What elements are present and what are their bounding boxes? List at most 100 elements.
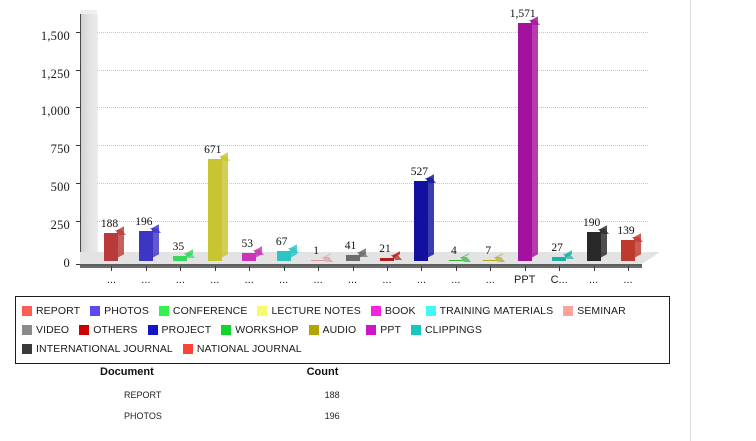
chart-legend: REPORT PHOTOS CONFERENCE LECTURE NOTES BOOK T… <box>15 296 670 364</box>
legend-item[interactable]: WORKSHOP <box>221 324 298 336</box>
bar-front <box>483 259 498 261</box>
legend-swatch <box>79 324 90 335</box>
legend-item[interactable]: PROJECT <box>147 324 212 336</box>
bar-chart: 0 250 500 750 1,000 1,250 1,500 188 196 35 671 53 6… <box>40 8 660 286</box>
x-axis-tick-label: ... <box>106 274 117 286</box>
legend-item[interactable]: SEMINAR <box>563 305 626 317</box>
bar-front <box>104 232 119 261</box>
bar-front <box>207 159 222 261</box>
x-axis-tick-mark <box>455 266 457 271</box>
bar-front <box>173 255 188 261</box>
page-divider <box>690 0 691 441</box>
legend-label: CLIPPINGS <box>425 323 482 336</box>
bar-front <box>586 232 601 261</box>
legend-item[interactable]: BOOK <box>370 304 416 317</box>
legend-item[interactable]: OTHERS <box>79 324 137 336</box>
legend-label: BOOK <box>384 304 416 317</box>
legend-swatch <box>22 324 32 335</box>
y-axis-tick-label: 500 <box>50 180 70 195</box>
x-axis-tick-label: ... <box>313 274 323 286</box>
y-axis-tick-label: 1,000 <box>40 104 70 119</box>
x-axis-tick-mark <box>318 266 320 271</box>
legend-item[interactable]: CLIPPINGS <box>411 324 482 336</box>
x-axis-tick-mark <box>283 266 285 271</box>
bar-front <box>311 259 326 261</box>
legend-row: REPORT PHOTOS CONFERENCE LECTURE NOTES BOOK T… <box>22 301 663 320</box>
bar-value-label: 53 <box>241 237 253 250</box>
x-axis-tick-mark <box>559 266 561 271</box>
bar <box>276 244 299 261</box>
y-axis-tick-mark <box>76 107 81 109</box>
legend-item[interactable]: LECTURE NOTES <box>257 304 361 317</box>
x-axis-tick-mark <box>145 266 147 271</box>
cell-document: REPORT <box>124 390 162 400</box>
column-header-count: Count <box>306 366 339 378</box>
legend-label: INTERNATIONAL JOURNAL <box>36 342 173 355</box>
bar <box>379 251 403 261</box>
bar <box>517 16 540 261</box>
legend-item[interactable]: REPORT <box>22 305 80 317</box>
x-axis-tick-label: C... <box>550 274 568 286</box>
x-axis-tick-label: ... <box>451 274 461 286</box>
legend-item[interactable]: PPT <box>366 324 401 336</box>
legend-swatch <box>147 324 158 335</box>
legend-label: TRAINING MATERIALS <box>439 304 554 317</box>
legend-swatch <box>22 343 32 354</box>
bar-value-label: 1 <box>313 244 319 257</box>
x-axis-tick-mark <box>111 266 113 271</box>
legend-swatch <box>308 324 319 335</box>
legend-label: OTHERS <box>93 323 138 336</box>
column-header-document: Document <box>100 366 154 378</box>
x-axis-tick-mark <box>249 266 251 271</box>
legend-item[interactable]: TRAINING MATERIALS <box>425 304 554 317</box>
x-axis-tick-mark <box>490 266 492 271</box>
bar-value-label: 188 <box>100 217 119 230</box>
bar-front <box>276 250 291 261</box>
legend-swatch <box>366 324 377 335</box>
y-axis-tick-mark <box>76 69 81 71</box>
x-axis-tick-mark <box>180 266 182 271</box>
x-axis-tick-label: ... <box>588 274 599 286</box>
x-axis-tick-mark <box>628 266 630 271</box>
x-axis-tick-label: ... <box>141 274 151 286</box>
legend-label: REPORT <box>36 304 81 317</box>
legend-item[interactable]: VIDEO <box>22 324 69 336</box>
bar <box>621 233 644 261</box>
legend-swatch <box>22 305 32 316</box>
legend-item[interactable]: PHOTOS <box>90 305 149 317</box>
bar-value-label: 41 <box>344 239 357 252</box>
y-axis-tick-label: 1,500 <box>40 28 70 43</box>
legend-swatch <box>370 305 381 316</box>
bar-front <box>345 254 360 261</box>
legend-swatch <box>257 305 268 316</box>
legend-item[interactable]: CONFERENCE <box>158 304 248 317</box>
bar-value-label: 7 <box>485 244 492 257</box>
table-row: PHOTOS 196 <box>100 406 420 427</box>
bar-value-label: 527 <box>410 166 429 179</box>
legend-label: SEMINAR <box>577 304 626 317</box>
legend-item[interactable]: AUDIO <box>308 324 357 336</box>
chart-floor-front <box>80 264 642 268</box>
bar <box>138 224 161 261</box>
gridline <box>97 221 648 223</box>
y-axis-tick-mark <box>76 264 81 265</box>
y-axis-tick-label: 1,250 <box>40 66 70 81</box>
legend-item[interactable]: INTERNATIONAL JOURNAL <box>22 343 173 355</box>
legend-label: PHOTOS <box>104 304 149 317</box>
x-axis-tick-label: ... <box>210 274 220 286</box>
bar <box>242 246 265 261</box>
legend-row: VIDEO OTHERS PROJECT WORKSHOP AUDIO PPT CLIPPI… <box>22 320 663 339</box>
legend-item[interactable]: NATIONAL JOURNAL <box>182 342 302 355</box>
bar-front <box>448 259 463 261</box>
y-axis-tick-label: 0 <box>63 256 70 270</box>
x-axis-tick-mark <box>421 266 423 271</box>
bar-value-label: 4 <box>450 244 457 257</box>
table-header-row: Document Count <box>100 363 420 385</box>
legend-label: NATIONAL JOURNAL <box>196 342 302 355</box>
legend-label: CONFERENCE <box>172 304 248 317</box>
y-axis-tick-label: 750 <box>50 142 70 157</box>
legend-label: LECTURE NOTES <box>271 304 361 317</box>
legend-swatch <box>221 324 232 335</box>
bar <box>586 225 609 261</box>
bar-value-label: 190 <box>582 217 601 230</box>
